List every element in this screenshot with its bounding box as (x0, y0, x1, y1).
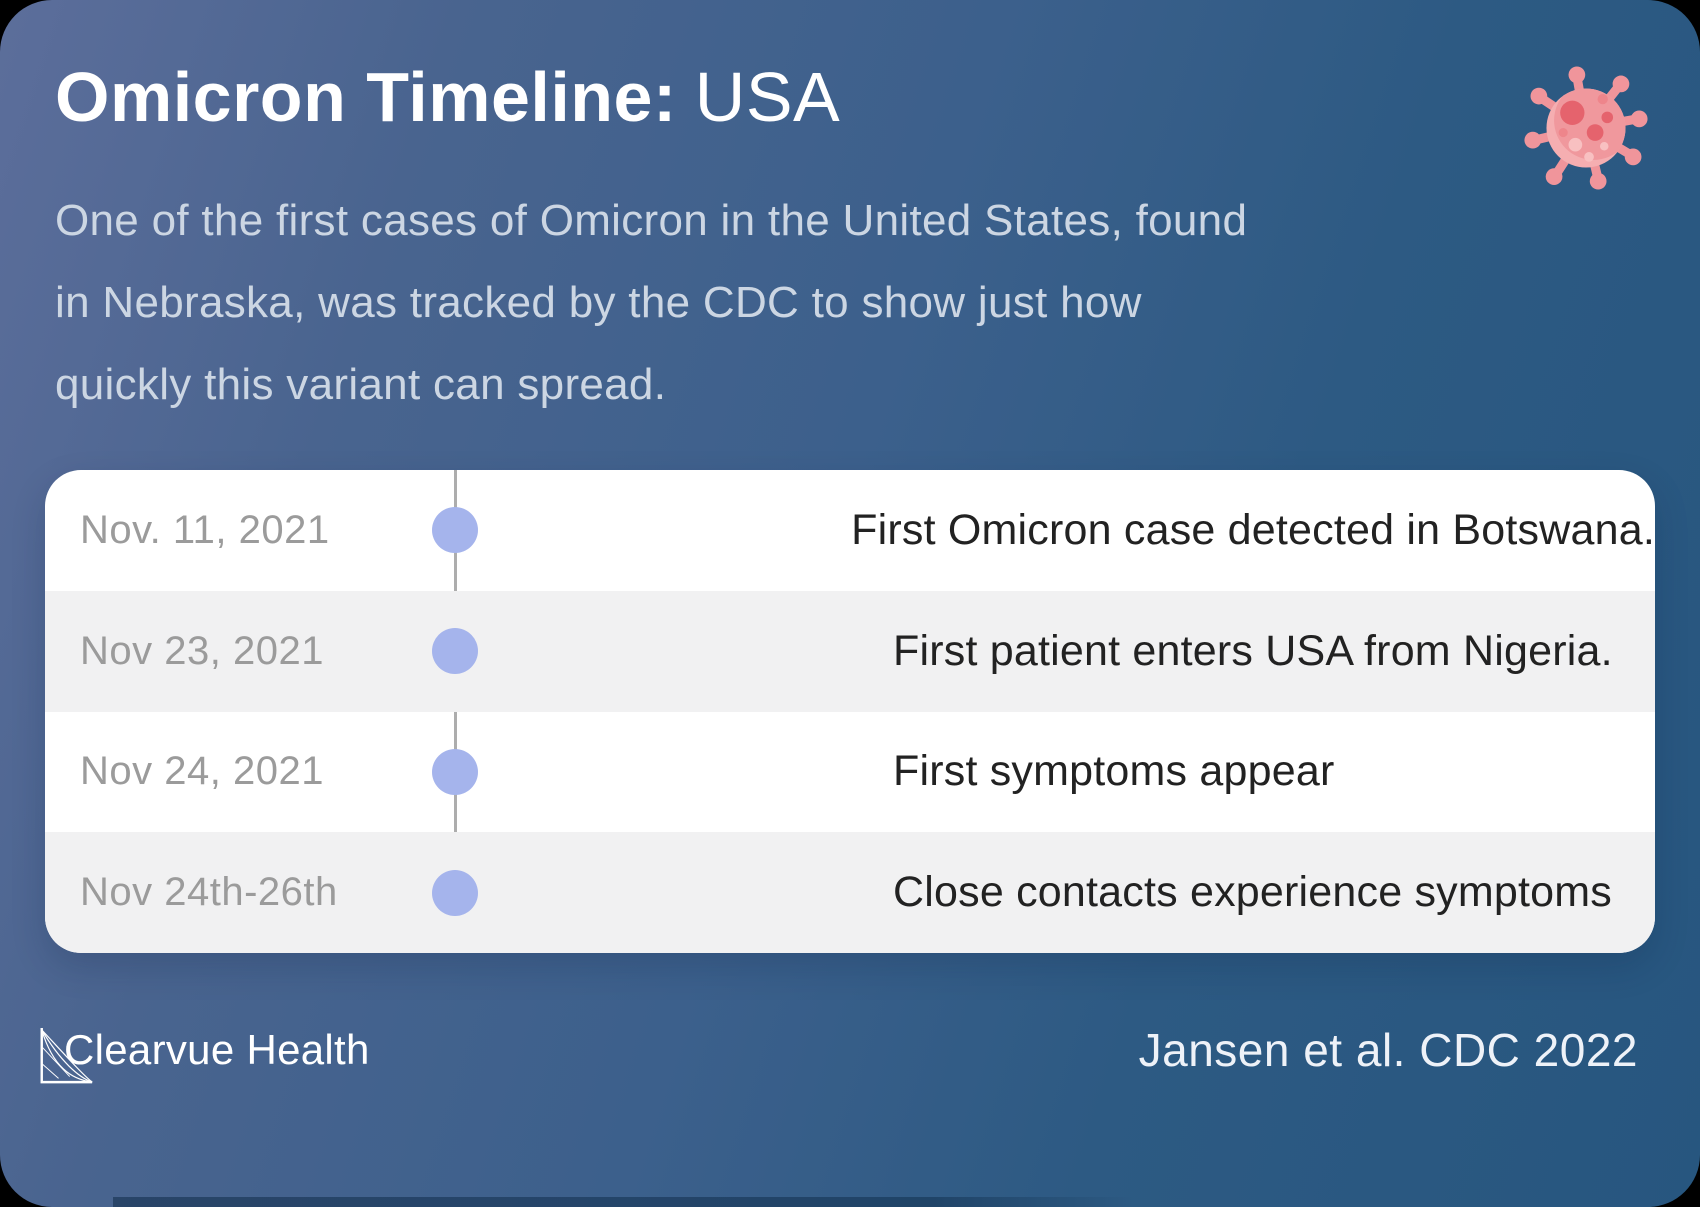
description-line: quickly this variant can spread. (55, 360, 667, 409)
timeline-date: Nov. 11, 2021 (80, 507, 330, 552)
timeline-date: Nov 24th-26th (80, 870, 338, 915)
timeline-row: Nov 24, 2021 First symptoms appear (45, 712, 1655, 833)
timeline-line (454, 470, 457, 953)
description-line: in Nebraska, was tracked by the CDC to s… (55, 278, 1142, 327)
title-main: Omicron Timeline: (55, 58, 677, 136)
timeline-dot-icon (432, 628, 478, 675)
timeline-date: Nov 24, 2021 (80, 749, 324, 794)
brand: Clearvue Health (38, 1020, 370, 1084)
description-line: One of the first cases of Omicron in the… (55, 196, 1248, 245)
coronavirus-icon (1510, 52, 1662, 204)
title-suffix: USA (694, 58, 841, 136)
timeline-event: First symptoms appear (893, 747, 1335, 796)
source-citation: Jansen et al. CDC 2022 (1138, 1024, 1638, 1076)
description: One of the first cases of Omicron in the… (55, 180, 1645, 426)
brand-name: Clearvue Health (64, 1026, 370, 1073)
footer: Clearvue Health Jansen et al. CDC 2022 (38, 1010, 1638, 1090)
timeline-event: First patient enters USA from Nigeria. (893, 626, 1613, 675)
timeline-date: Nov 23, 2021 (80, 628, 324, 673)
timeline-event: First Omicron case detected in Botswana. (851, 505, 1655, 554)
timeline-event: Close contacts experience symptoms (893, 868, 1612, 917)
header: Omicron Timeline: USA (0, 0, 1700, 190)
timeline-dot-icon (432, 748, 478, 795)
timeline-row: Nov 23, 2021 First patient enters USA fr… (45, 590, 1655, 712)
clearvue-logo-icon (40, 1028, 93, 1084)
timeline-card: Nov. 11, 2021 First Omicron case detecte… (45, 470, 1655, 953)
page-title: Omicron Timeline: USA (55, 52, 1645, 142)
timeline-row: Nov. 11, 2021 First Omicron case detecte… (45, 470, 1655, 591)
timeline-dot-icon (432, 507, 478, 554)
timeline-dot-icon (432, 869, 478, 916)
timeline-row: Nov 24th-26th Close contacts experience … (45, 832, 1655, 953)
